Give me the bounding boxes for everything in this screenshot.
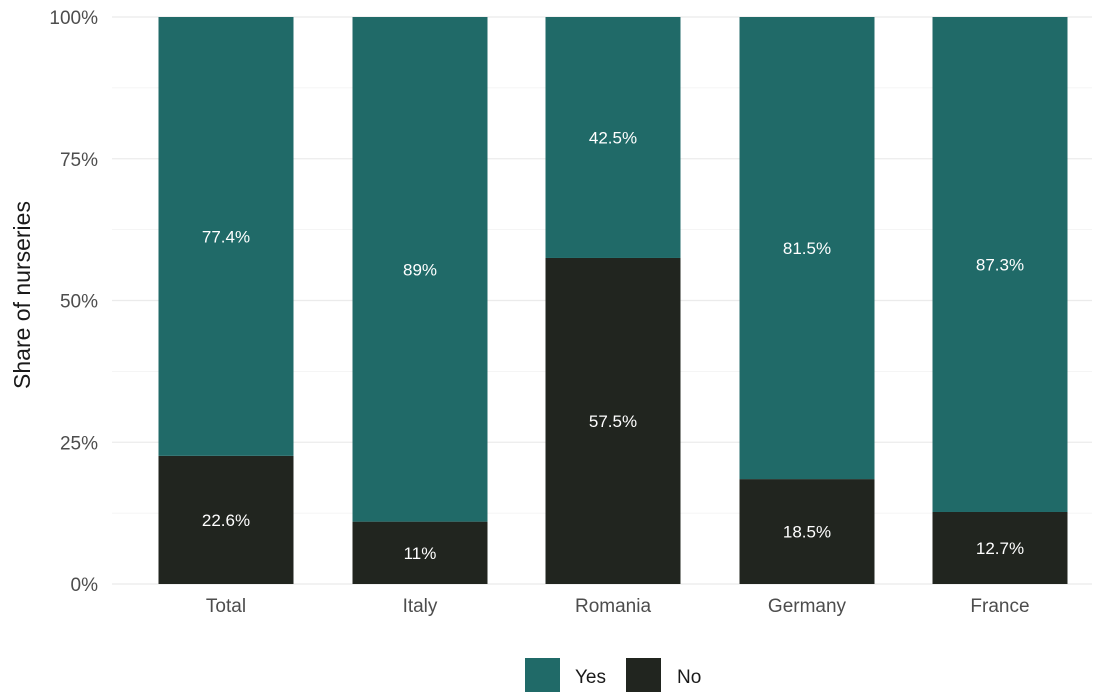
data-label: 42.5% [589, 128, 637, 147]
data-label: 77.4% [202, 227, 250, 246]
x-tick-label: Romania [575, 596, 651, 617]
legend-swatch-yes [525, 658, 560, 692]
axes: Share of nurseries 0% 25% 50% 75% 100% Total I… [9, 8, 1030, 617]
legend: Yes No [525, 658, 701, 692]
legend-label-yes: Yes [575, 667, 606, 688]
y-tick-label: 25% [60, 433, 98, 454]
legend-label-no: No [677, 667, 701, 688]
y-tick-label: 50% [60, 292, 98, 313]
bar-yes-italy [352, 17, 488, 522]
data-label: 22.6% [202, 511, 250, 530]
bar-no-italy [352, 521, 488, 584]
y-tick-label: 75% [60, 150, 98, 171]
bar-yes-germany [739, 17, 875, 480]
data-label: 18.5% [783, 523, 831, 542]
x-tick-label: Italy [403, 596, 438, 617]
data-label: 57.5% [589, 412, 637, 431]
y-tick-label: 100% [49, 8, 98, 29]
bar-no-total [158, 455, 294, 584]
data-label: 81.5% [783, 239, 831, 258]
x-tick-label: Germany [768, 596, 847, 617]
bars [158, 17, 1068, 584]
bar-no-france [932, 511, 1068, 584]
data-labels: 22.6% 77.4% 11% 89% 57.5% 42.5% 18.5% 81.5% 12.7… [202, 128, 1024, 562]
legend-swatch-no [626, 658, 661, 692]
x-tick-label: France [970, 596, 1029, 617]
bar-no-germany [739, 479, 875, 584]
bar-yes-romania [545, 17, 681, 258]
data-label: 89% [403, 260, 437, 279]
bar-no-romania [545, 257, 681, 584]
bar-yes-total [158, 17, 294, 456]
data-label: 87.3% [976, 255, 1024, 274]
data-label: 12.7% [976, 539, 1024, 558]
y-axis-title: Share of nurseries [9, 201, 35, 389]
x-tick-label: Total [206, 596, 246, 617]
bar-yes-france [932, 17, 1068, 512]
data-label: 11% [404, 544, 437, 563]
y-tick-label: 0% [71, 575, 99, 596]
